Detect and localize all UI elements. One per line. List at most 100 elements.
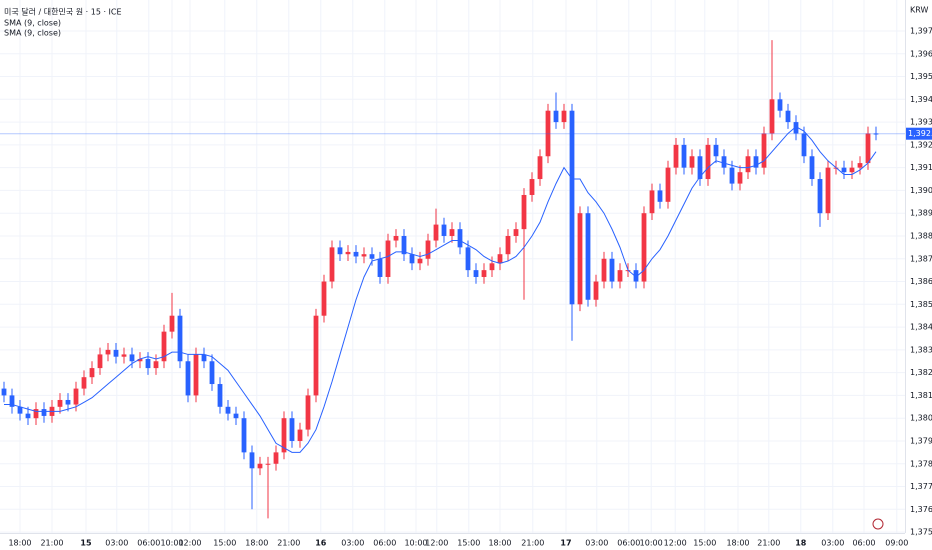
candle-body — [561, 110, 567, 123]
candle-body — [849, 167, 855, 173]
y-tick-label: 1,379.00 — [910, 436, 932, 445]
candle-body — [385, 240, 391, 277]
x-tick-label: 18:00 — [245, 539, 268, 548]
candle-body — [537, 156, 543, 180]
candle-body — [705, 144, 711, 180]
candle-body — [257, 463, 263, 469]
candle-body — [129, 354, 135, 362]
candle-body — [633, 270, 639, 282]
sma-line — [4, 126, 877, 453]
x-tick-label: 18:00 — [8, 539, 31, 548]
y-tick-label: 1,393.00 — [910, 118, 932, 127]
candle-body — [97, 354, 103, 369]
legend-entry[interactable]: SMA (9, close) — [4, 19, 61, 28]
candle-body — [297, 429, 303, 441]
candle-body — [585, 213, 591, 300]
candle-body — [57, 399, 63, 407]
x-tick-label: 16 — [315, 539, 327, 548]
x-tick-label: 03:00 — [341, 539, 364, 548]
y-tick-label: 1,389.00 — [910, 209, 932, 218]
candle-body — [713, 144, 719, 157]
y-tick-label: 1,395.00 — [910, 72, 932, 81]
y-axis-label: KRW — [910, 6, 928, 15]
candle-body — [673, 144, 679, 168]
candle-body — [241, 418, 247, 453]
candle-body — [681, 144, 687, 168]
y-tick-label: 1,394.00 — [910, 95, 932, 104]
candle-body — [825, 167, 831, 214]
candle-body — [497, 254, 503, 264]
candle-body — [689, 156, 695, 168]
x-tick-label: 12:00 — [178, 539, 201, 548]
candle-body — [617, 270, 623, 282]
candle-body — [873, 133, 879, 135]
candle-body — [729, 167, 735, 184]
y-tick-label: 1,386.00 — [910, 277, 932, 286]
candle-body — [473, 270, 479, 277]
candle-body — [649, 190, 655, 214]
candle-body — [409, 254, 415, 264]
candle-body — [305, 395, 311, 430]
candle-body — [145, 358, 151, 369]
candle-body — [777, 99, 783, 111]
candle-body — [193, 354, 199, 396]
y-tick-label: 1,387.00 — [910, 254, 932, 263]
candle-body — [65, 399, 71, 405]
x-tick-label: 09:00 — [885, 539, 908, 548]
candle-body — [265, 463, 271, 465]
candle-body — [865, 133, 871, 164]
candle-body — [433, 224, 439, 241]
x-tick-label: 10:00 — [404, 539, 427, 548]
candle-body — [321, 281, 327, 316]
candle-body — [281, 418, 287, 453]
candle-body — [273, 452, 279, 464]
candle-body — [161, 331, 167, 362]
candle-body — [137, 358, 143, 362]
x-tick-label: 06:00 — [852, 539, 875, 548]
legend-entry[interactable]: SMA (9, close) — [4, 29, 61, 38]
y-tick-label: 1,384.00 — [910, 323, 932, 332]
y-tick-label: 1,390.00 — [910, 186, 932, 195]
x-tick-label: 15 — [80, 539, 92, 548]
candle-body — [105, 349, 111, 355]
y-tick-label: 1,382.00 — [910, 368, 932, 377]
candle-body — [441, 224, 447, 236]
candle-body — [513, 229, 519, 236]
candle-body — [505, 235, 511, 255]
x-tick-label: 06:00 — [373, 539, 396, 548]
candle-body — [641, 213, 647, 282]
candle-body — [177, 315, 183, 362]
y-tick-label: 1,391.00 — [910, 163, 932, 172]
candle-body — [593, 281, 599, 300]
candle-body — [577, 213, 583, 305]
candle-body — [233, 413, 239, 419]
x-tick-label: 15:00 — [213, 539, 236, 548]
x-tick-label: 15:00 — [693, 539, 716, 548]
candle-body — [121, 354, 127, 357]
candle-body — [225, 406, 231, 414]
candle-body — [249, 452, 255, 469]
candle-body — [337, 247, 343, 255]
candle-body — [329, 247, 335, 282]
candle-body — [785, 110, 791, 123]
x-tick-label: 12:00 — [664, 539, 687, 548]
candle-body — [489, 263, 495, 271]
candle-body — [185, 361, 191, 396]
y-tick-label: 1,380.00 — [910, 414, 932, 423]
candle-body — [81, 377, 87, 389]
candle-body — [753, 156, 759, 168]
candle-body — [857, 163, 863, 168]
candle-body — [369, 254, 375, 259]
candle-body — [201, 354, 207, 362]
candle-body — [449, 229, 455, 236]
events-icon[interactable] — [872, 518, 884, 530]
candle-body — [745, 156, 751, 173]
x-tick-label: 10:00 — [160, 539, 183, 548]
candle-body — [25, 413, 31, 419]
candle-body — [457, 229, 463, 248]
axes: 1,375.00 1,376.00 1,377.00 1,378.00 1,379.00… — [8, 26, 932, 548]
candle-body — [353, 251, 359, 257]
y-tick-label: 1,383.00 — [910, 345, 932, 354]
candle-body — [425, 240, 431, 259]
